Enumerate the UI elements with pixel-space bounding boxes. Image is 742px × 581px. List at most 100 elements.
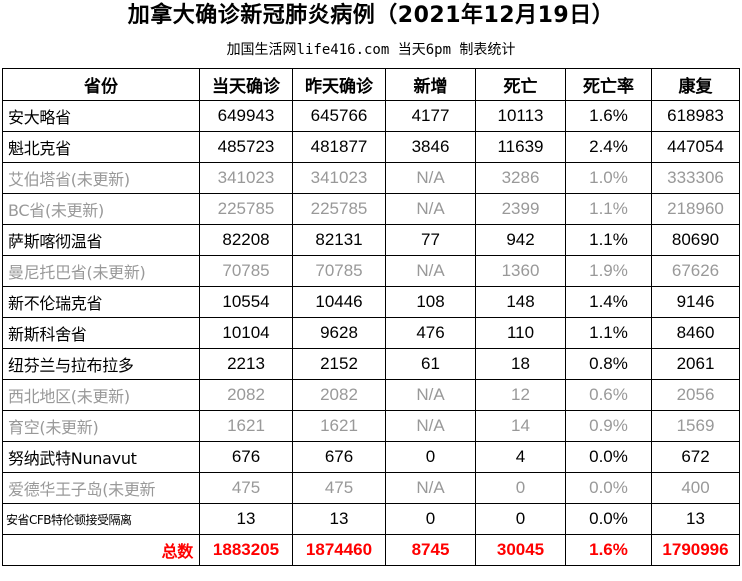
cell-today: 341023 — [199, 162, 293, 194]
cell-deaths: 2399 — [475, 193, 566, 225]
cell-province: 努纳武特Nunavut — [2, 441, 200, 473]
cell-rate: 1.6% — [565, 100, 652, 132]
table-row: 爱德华王子岛(未更新 475 475 N/A 0 0.0% 400 — [2, 472, 740, 504]
cell-deaths: 0 — [475, 503, 566, 535]
table-body: 安大略省 649943 645766 4177 10113 1.6% 618983 魁北克省 4… — [2, 100, 740, 566]
cell-today: 82208 — [199, 224, 293, 256]
cell-rate: 0.8% — [565, 348, 652, 380]
cell-yesterday: 82131 — [292, 224, 386, 256]
cell-new: N/A — [385, 255, 476, 287]
cell-rate: 0.0% — [565, 472, 652, 504]
cell-yesterday: 645766 — [292, 100, 386, 132]
header-row: 省份 当天确诊 昨天确诊 新增 死亡 死亡率 康复 — [2, 68, 740, 101]
cell-deaths: 148 — [475, 286, 566, 318]
cell-deaths: 10113 — [475, 100, 566, 132]
cell-yesterday: 481877 — [292, 131, 386, 163]
cell-deaths: 18 — [475, 348, 566, 380]
cell-new: 4177 — [385, 100, 476, 132]
total-cell-rate: 1.6% — [565, 534, 652, 566]
cell-new: 77 — [385, 224, 476, 256]
table-row: 艾伯塔省(未更新) 341023 341023 N/A 3286 1.0% 333306 — [2, 162, 740, 194]
cell-recovered: 618983 — [651, 100, 740, 132]
cell-rate: 0.0% — [565, 503, 652, 535]
cell-today: 10104 — [199, 317, 293, 349]
cell-new: 61 — [385, 348, 476, 380]
cell-new: 476 — [385, 317, 476, 349]
cell-province: 爱德华王子岛(未更新 — [2, 472, 200, 504]
cell-recovered: 218960 — [651, 193, 740, 225]
cell-recovered: 13 — [651, 503, 740, 535]
cell-today: 485723 — [199, 131, 293, 163]
cell-recovered: 8460 — [651, 317, 740, 349]
cell-deaths: 110 — [475, 317, 566, 349]
cell-province: 萨斯喀彻温省 — [2, 224, 200, 256]
cell-yesterday: 10446 — [292, 286, 386, 318]
cell-rate: 1.1% — [565, 224, 652, 256]
cell-rate: 2.4% — [565, 131, 652, 163]
cell-yesterday: 2152 — [292, 348, 386, 380]
cell-deaths: 942 — [475, 224, 566, 256]
cell-province: 安省CFB特伦顿接受隔离 — [2, 503, 200, 535]
table-row: 曼尼托巴省(未更新) 70785 70785 N/A 1360 1.9% 67626 — [2, 255, 740, 287]
table-row: BC省(未更新) 225785 225785 N/A 2399 1.1% 218960 — [2, 193, 740, 225]
total-cell-deaths: 30045 — [475, 534, 566, 566]
cell-new: N/A — [385, 410, 476, 442]
total-cell-today: 1883205 — [199, 534, 293, 566]
header-recovered: 康复 — [651, 68, 740, 101]
header-deaths: 死亡 — [475, 68, 566, 101]
cell-rate: 1.4% — [565, 286, 652, 318]
cell-today: 475 — [199, 472, 293, 504]
cell-recovered: 672 — [651, 441, 740, 473]
cell-yesterday: 13 — [292, 503, 386, 535]
table-row: 安省CFB特伦顿接受隔离 13 13 0 0 0.0% 13 — [2, 503, 740, 535]
header-today: 当天确诊 — [199, 68, 293, 101]
cell-recovered: 9146 — [651, 286, 740, 318]
cell-new: 3846 — [385, 131, 476, 163]
cell-today: 13 — [199, 503, 293, 535]
header-province: 省份 — [2, 68, 200, 101]
cell-province: 艾伯塔省(未更新) — [2, 162, 200, 194]
cell-province: 西北地区(未更新) — [2, 379, 200, 411]
header-yesterday: 昨天确诊 — [292, 68, 386, 101]
cell-recovered: 2061 — [651, 348, 740, 380]
cell-today: 2082 — [199, 379, 293, 411]
cell-yesterday: 475 — [292, 472, 386, 504]
cell-recovered: 2056 — [651, 379, 740, 411]
total-cell-new: 8745 — [385, 534, 476, 566]
table-row: 萨斯喀彻温省 82208 82131 77 942 1.1% 80690 — [2, 224, 740, 256]
cell-recovered: 67626 — [651, 255, 740, 287]
header-new: 新增 — [385, 68, 476, 101]
table-row: 努纳武特Nunavut 676 676 0 4 0.0% 672 — [2, 441, 740, 473]
cell-rate: 1.9% — [565, 255, 652, 287]
cell-province: 纽芬兰与拉布拉多 — [2, 348, 200, 380]
cell-new: 0 — [385, 503, 476, 535]
table-row: 新不伦瑞克省 10554 10446 108 148 1.4% 9146 — [2, 286, 740, 318]
table-row: 魁北克省 485723 481877 3846 11639 2.4% 447054 — [2, 131, 740, 163]
cell-yesterday: 2082 — [292, 379, 386, 411]
cell-recovered: 447054 — [651, 131, 740, 163]
cell-rate: 1.1% — [565, 193, 652, 225]
cell-today: 2213 — [199, 348, 293, 380]
total-cell-yesterday: 1874460 — [292, 534, 386, 566]
cell-province: 魁北克省 — [2, 131, 200, 163]
table-row: 纽芬兰与拉布拉多 2213 2152 61 18 0.8% 2061 — [2, 348, 740, 380]
cell-yesterday: 1621 — [292, 410, 386, 442]
total-cell-recovered: 1790996 — [651, 534, 740, 566]
table-row: 西北地区(未更新) 2082 2082 N/A 12 0.6% 2056 — [2, 379, 740, 411]
cell-new: 0 — [385, 441, 476, 473]
cell-province: BC省(未更新) — [2, 193, 200, 225]
table-row: 安大略省 649943 645766 4177 10113 1.6% 618983 — [2, 100, 740, 132]
cell-recovered: 333306 — [651, 162, 740, 194]
cases-table: 省份 当天确诊 昨天确诊 新增 死亡 死亡率 康复 安大略省 649943 6457… — [2, 68, 740, 566]
page-title: 加拿大确诊新冠肺炎病例（2021年12月19日） — [127, 3, 615, 28]
cell-today: 70785 — [199, 255, 293, 287]
total-cell-province: 总数 — [2, 534, 200, 566]
cell-recovered: 1569 — [651, 410, 740, 442]
cell-deaths: 12 — [475, 379, 566, 411]
cell-today: 225785 — [199, 193, 293, 225]
cell-province: 育空(未更新) — [2, 410, 200, 442]
table-row: 新斯科舍省 10104 9628 476 110 1.1% 8460 — [2, 317, 740, 349]
cell-province: 新不伦瑞克省 — [2, 286, 200, 318]
cell-today: 10554 — [199, 286, 293, 318]
cell-today: 676 — [199, 441, 293, 473]
